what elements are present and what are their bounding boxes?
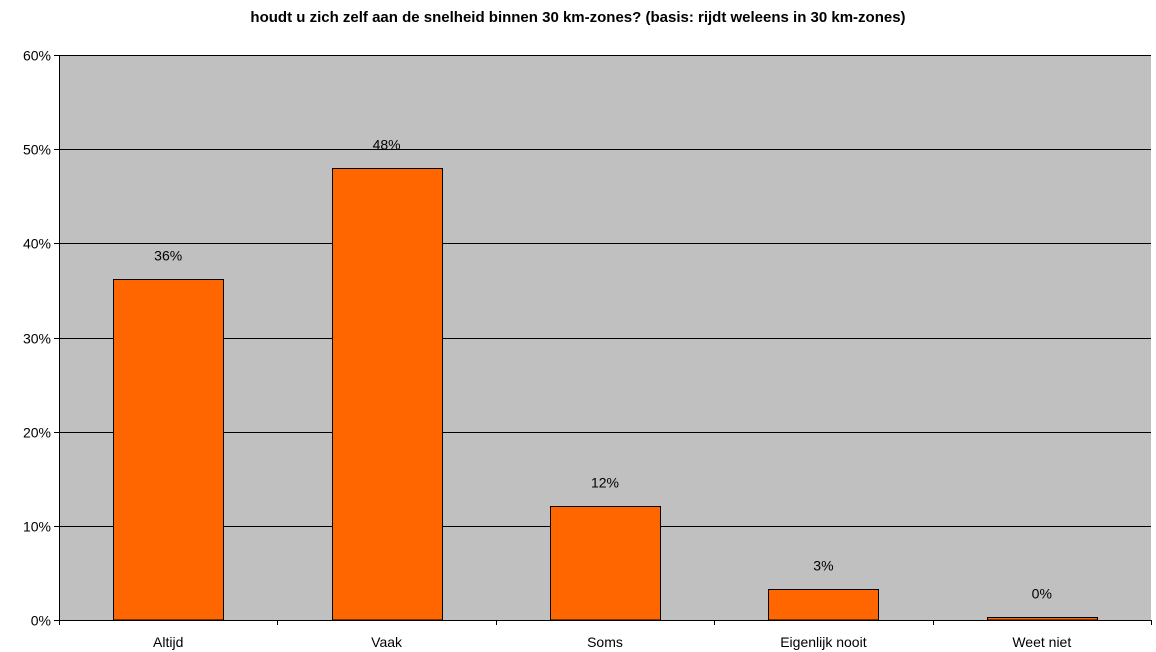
- labels: 0% 10% 20% 30% 40% 50% 60% 36% Altijd 48% Vaak 12% S…: [23, 48, 1071, 651]
- x-tick-label: Soms: [587, 634, 623, 650]
- axes: [54, 55, 1152, 625]
- x-tick-label: Vaak: [371, 634, 403, 650]
- bar: [113, 279, 224, 621]
- y-tick-label: 30%: [23, 331, 51, 347]
- x-tick-label: Weet niet: [1012, 634, 1071, 650]
- x-tick-label: Eigenlijk nooit: [780, 634, 866, 650]
- chart-title: houdt u zich zelf aan de snelheid binnen…: [250, 9, 906, 26]
- data-label: 12%: [591, 475, 619, 491]
- data-label: 36%: [154, 248, 182, 264]
- bars: [113, 168, 1098, 621]
- data-label: 0%: [1032, 586, 1052, 602]
- y-tick-label: 40%: [23, 236, 51, 252]
- y-tick-label: 60%: [23, 48, 51, 64]
- x-tick-label: Altijd: [153, 634, 183, 650]
- bar: [550, 506, 661, 621]
- y-tick-label: 50%: [23, 142, 51, 158]
- data-label: 48%: [373, 137, 401, 153]
- y-tick-label: 0%: [31, 613, 51, 629]
- bar: [332, 168, 443, 621]
- y-tick-label: 20%: [23, 425, 51, 441]
- bar: [768, 589, 879, 621]
- data-label: 3%: [813, 558, 833, 574]
- y-tick-label: 10%: [23, 519, 51, 535]
- bar: [987, 617, 1098, 621]
